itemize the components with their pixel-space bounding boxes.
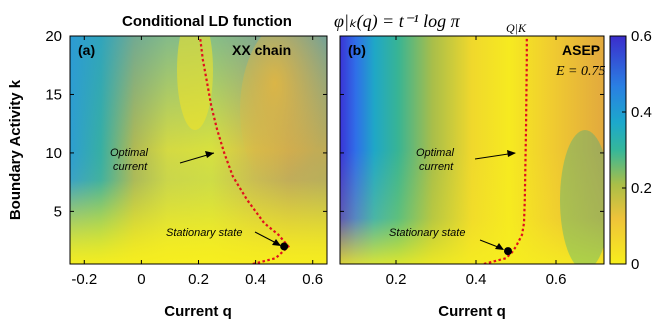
panel-a-model: XX chain: [232, 42, 291, 58]
panel-b-parameter: E = 0.75: [555, 64, 606, 79]
panel-a-ytick-label: 15: [45, 86, 62, 103]
panel-b-axes: 0.2 0.4 0.6: [340, 35, 604, 288]
panel-b-stationary-label: Stationary state: [389, 227, 465, 239]
y-axis-label: Boundary Activity k: [7, 79, 24, 220]
colorbar-tick-label: 0: [631, 256, 639, 273]
colorbar-tick-label: 0.4: [631, 104, 652, 121]
panel-a-xtick-label: -0.2: [71, 271, 97, 288]
title-math: φ|ₖ(q) = t⁻¹ log π: [334, 11, 461, 32]
panel-a-ytick-label: 10: [45, 145, 62, 162]
panel-a-optimal-label-2: current: [113, 161, 148, 173]
panel-b-heatmap: [340, 36, 604, 264]
panel-b-model: ASEP: [562, 42, 600, 58]
panel-b-label: (b): [348, 42, 366, 58]
panel-b-optimal-current-curve: [483, 36, 528, 264]
panel-b: 0.2 0.4 0.6 (b) ASEP E = 0.75 Optimal curr…: [339, 35, 606, 320]
panel-a-optimal-arrowhead: [205, 151, 214, 158]
colorbar-tick-label: 0.2: [631, 180, 652, 197]
panel-a-stationary-state-point: [280, 242, 289, 251]
colorbar: 0 0.2 0.4 0.6: [609, 28, 652, 273]
panel-b-optimal-arrowhead: [507, 150, 516, 157]
panel-b-stationary-arrowhead: [495, 243, 504, 250]
panel-b-xlabel: Current q: [438, 303, 506, 320]
panel-a-xtick-label: 0.6: [302, 271, 323, 288]
panel-a-xlabel: Current q: [164, 303, 232, 320]
panel-b-xtick-label: 0.4: [466, 271, 487, 288]
title-math-subscript: Q|K: [506, 21, 527, 35]
panel-a-ytick-label: 20: [45, 28, 62, 45]
panel-a-optimal-label-1: Optimal: [110, 147, 148, 159]
panel-b-optimal-label-2: current: [419, 161, 454, 173]
panel-a-heatmap: [70, 36, 327, 264]
panel-b-stationary-state-point: [504, 247, 512, 256]
panel-a-optimal-current-curve: [198, 36, 290, 264]
colorbar-ticks: 0 0.2 0.4 0.6: [622, 28, 652, 273]
colorbar-scale: [610, 36, 626, 264]
panel-b-optimal-label-1: Optimal: [416, 147, 454, 159]
colorbar-tick-label: 0.6: [631, 28, 652, 45]
panel-b-xtick-label: 0.2: [386, 271, 407, 288]
panel-a-xtick-label: 0: [137, 271, 145, 288]
panel-a-xtick-label: 0.4: [245, 271, 266, 288]
title-text: Conditional LD function: [122, 13, 292, 30]
panel-a-label: (a): [78, 42, 95, 58]
panel-a-stationary-label: Stationary state: [166, 227, 242, 239]
panel-a-ytick-label: 5: [54, 203, 62, 220]
panel-a: -0.2 0 0.2 0.4 0.6 5 10 15 20 (a) XX chain Optim…: [45, 28, 328, 320]
figure-title: Conditional LD function φ|ₖ(q) = t⁻¹ log…: [122, 11, 527, 35]
panel-b-xtick-label: 0.6: [546, 271, 567, 288]
panel-a-axes: -0.2 0 0.2 0.4 0.6 5 10 15 20: [45, 28, 327, 288]
panel-a-xtick-label: 0.2: [188, 271, 209, 288]
panel-a-stationary-arrowhead: [272, 239, 281, 246]
